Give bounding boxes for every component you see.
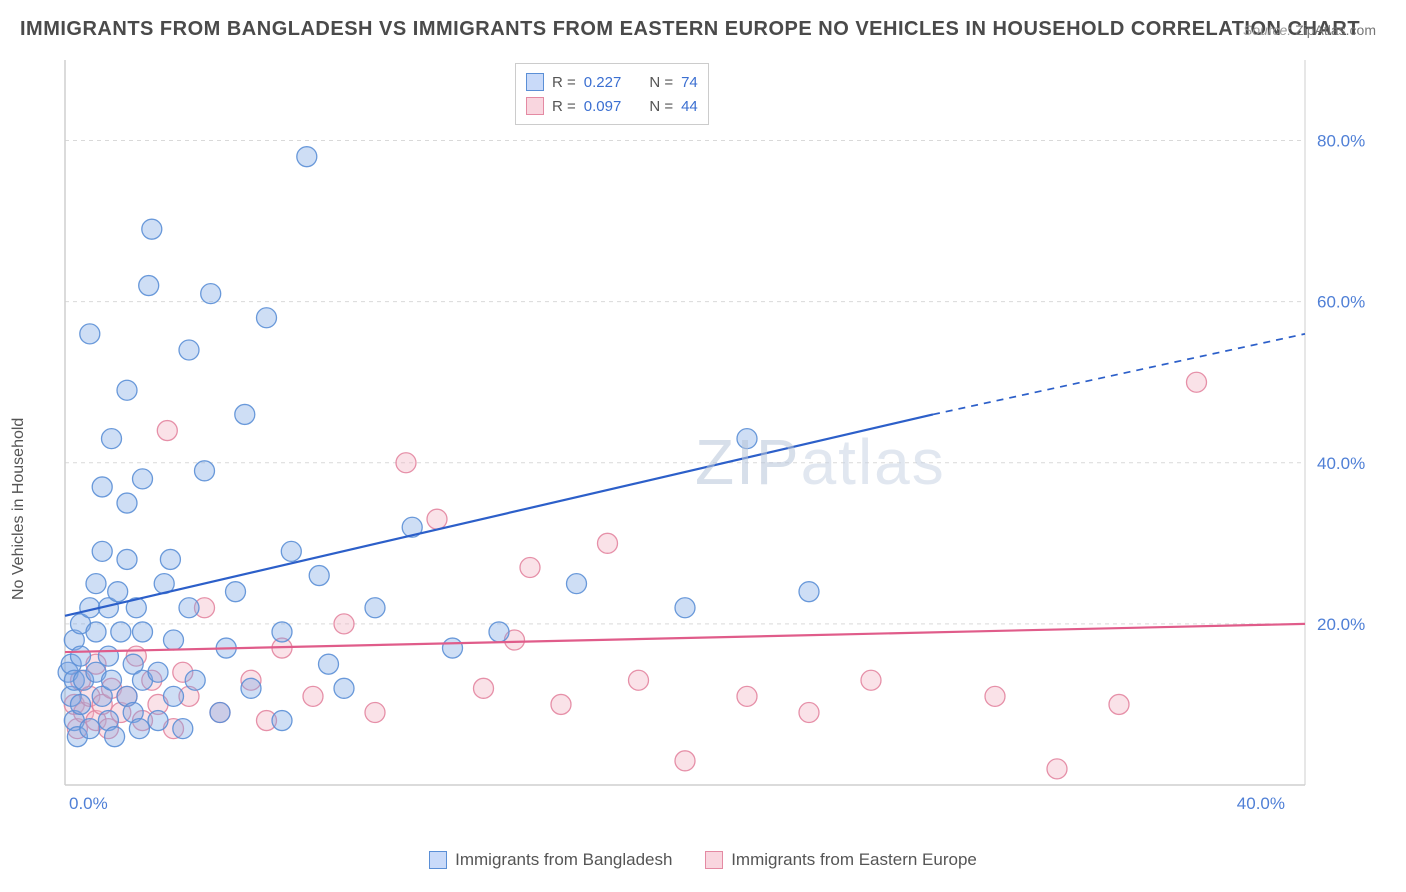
svg-text:0.0%: 0.0%: [69, 794, 108, 813]
legend-top: R = 0.227 N = 74 R = 0.097 N = 44: [515, 63, 709, 125]
svg-text:80.0%: 80.0%: [1317, 132, 1365, 151]
n-label: N =: [649, 98, 673, 115]
swatch-pink: [526, 97, 544, 115]
svg-text:40.0%: 40.0%: [1317, 454, 1365, 473]
r-value: 0.227: [584, 74, 622, 91]
svg-text:40.0%: 40.0%: [1237, 794, 1285, 813]
n-value: 74: [681, 74, 698, 91]
legend-row: R = 0.227 N = 74: [526, 70, 698, 94]
swatch-blue: [526, 73, 544, 91]
page-title: IMMIGRANTS FROM BANGLADESH VS IMMIGRANTS…: [20, 18, 1360, 41]
source-label: Source:: [1243, 22, 1291, 38]
legend-item-b: Immigrants from Eastern Europe: [705, 850, 977, 870]
n-value: 44: [681, 98, 698, 115]
svg-text:60.0%: 60.0%: [1317, 293, 1365, 312]
chart-area: 20.0%40.0%60.0%80.0%0.0%40.0% ZIPatlas R…: [55, 55, 1375, 825]
source-credit: Source: ZipAtlas.com: [1243, 22, 1376, 38]
source-value: ZipAtlas.com: [1295, 22, 1376, 38]
r-value: 0.097: [584, 98, 622, 115]
svg-text:20.0%: 20.0%: [1317, 615, 1365, 634]
swatch-blue: [429, 851, 447, 869]
y-axis-label: No Vehicles in Household: [10, 418, 28, 600]
series-b-label: Immigrants from Eastern Europe: [731, 850, 977, 870]
legend-row: R = 0.097 N = 44: [526, 94, 698, 118]
r-label: R =: [552, 74, 576, 91]
n-label: N =: [649, 74, 673, 91]
swatch-pink: [705, 851, 723, 869]
series-a-label: Immigrants from Bangladesh: [455, 850, 672, 870]
scatter-chart: 20.0% 40.0% 60.0% 80.0% 0.0% 40.0%: [55, 55, 1375, 825]
r-label: R =: [552, 98, 576, 115]
legend-item-a: Immigrants from Bangladesh: [429, 850, 672, 870]
legend-bottom: Immigrants from Bangladesh Immigrants fr…: [0, 850, 1406, 874]
